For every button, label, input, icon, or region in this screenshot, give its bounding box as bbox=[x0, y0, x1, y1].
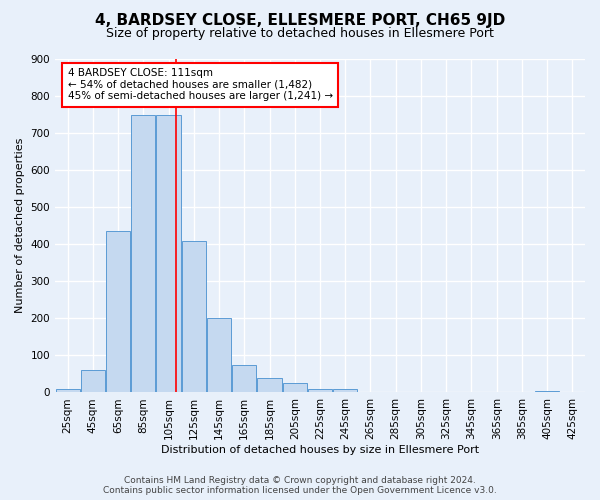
Bar bbox=[232, 364, 256, 392]
Bar bbox=[131, 114, 155, 392]
Bar bbox=[106, 232, 130, 392]
Bar bbox=[283, 383, 307, 392]
X-axis label: Distribution of detached houses by size in Ellesmere Port: Distribution of detached houses by size … bbox=[161, 445, 479, 455]
Text: Contains HM Land Registry data © Crown copyright and database right 2024.
Contai: Contains HM Land Registry data © Crown c… bbox=[103, 476, 497, 495]
Bar bbox=[182, 240, 206, 392]
Bar bbox=[333, 389, 358, 392]
Bar bbox=[157, 114, 181, 392]
Text: Size of property relative to detached houses in Ellesmere Port: Size of property relative to detached ho… bbox=[106, 28, 494, 40]
Bar bbox=[257, 378, 281, 392]
Text: 4 BARDSEY CLOSE: 111sqm
← 54% of detached houses are smaller (1,482)
45% of semi: 4 BARDSEY CLOSE: 111sqm ← 54% of detache… bbox=[68, 68, 333, 102]
Bar bbox=[81, 370, 105, 392]
Bar bbox=[308, 389, 332, 392]
Bar bbox=[535, 390, 559, 392]
Bar bbox=[207, 318, 231, 392]
Text: 4, BARDSEY CLOSE, ELLESMERE PORT, CH65 9JD: 4, BARDSEY CLOSE, ELLESMERE PORT, CH65 9… bbox=[95, 12, 505, 28]
Y-axis label: Number of detached properties: Number of detached properties bbox=[15, 138, 25, 314]
Bar bbox=[56, 389, 80, 392]
